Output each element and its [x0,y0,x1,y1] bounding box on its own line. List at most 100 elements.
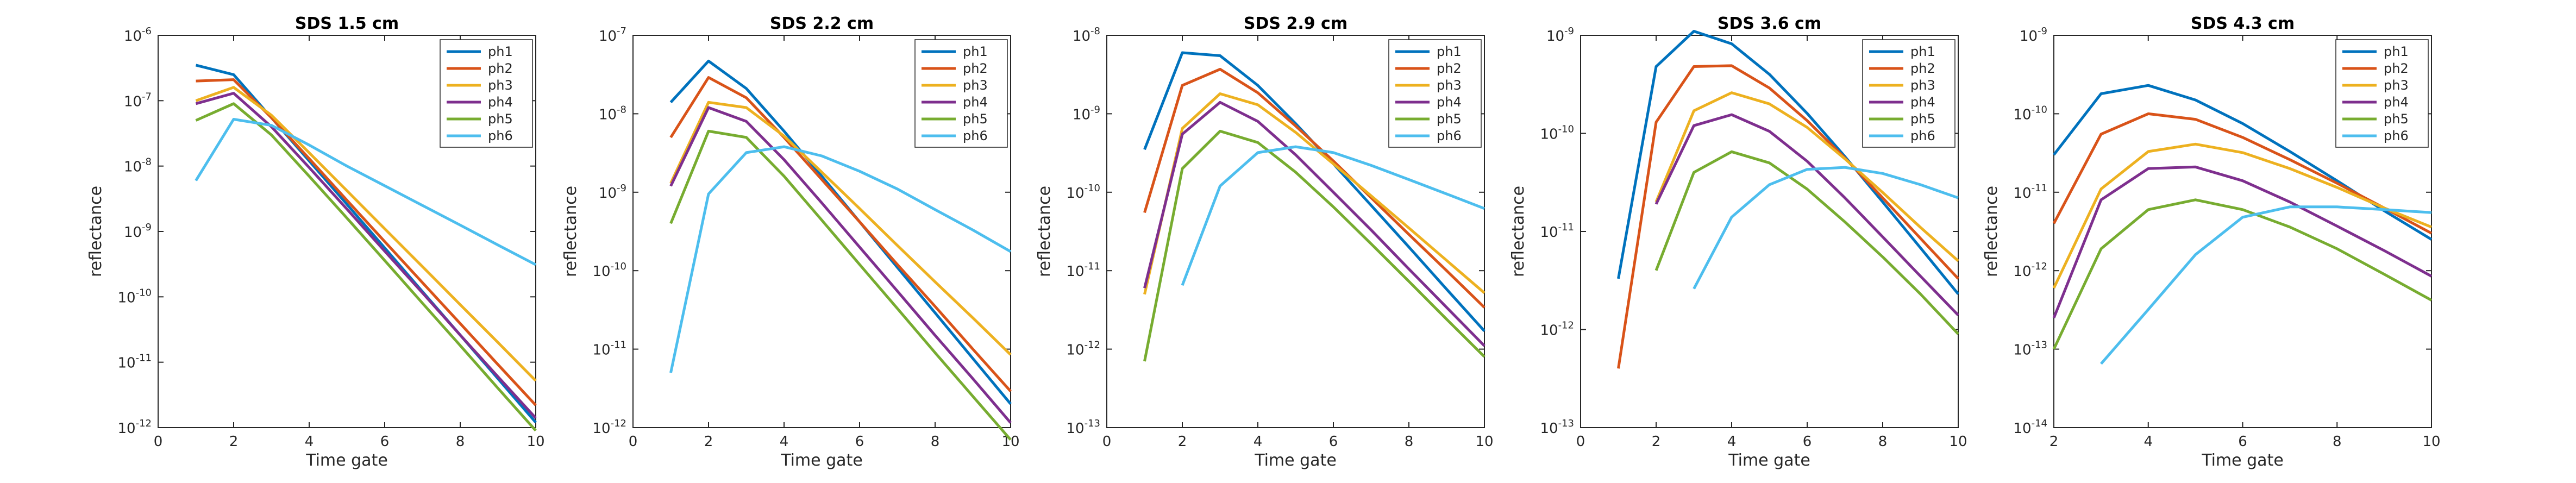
series-line-ph5 [1654,150,1959,335]
legend-box [1862,39,1955,148]
legend-label: ph4 [2384,95,2409,110]
legend-label: ph2 [1910,61,1935,76]
x-tick-label: 4 [1253,434,1263,450]
y-axis-label: reflectance [561,186,580,277]
legend-label: ph6 [963,128,988,143]
series-line-ph6 [2100,205,2432,365]
y-tick-label: 10-10 [1540,124,1575,143]
legend-label: ph2 [488,61,513,76]
legend-label: ph1 [1437,44,1462,59]
legend-label: ph3 [2384,78,2409,93]
x-tick-label: 6 [1329,434,1338,450]
chart-title: SDS 1.5 cm [295,14,399,33]
series-line-ph6 [1693,166,1959,290]
chart-panel-2: 0 2 4 6 8 10 10-12 10-11 10-10 10-9 10-8 10-7 SDS 2.… [561,14,1020,470]
x-tick-label: 0 [154,434,163,450]
x-tick-label: 6 [380,434,390,450]
y-tick-label: 10-12 [1067,340,1101,359]
x-axis-label: Time gate [780,451,863,470]
x-tick-label: 8 [931,434,940,450]
legend-label: ph2 [2384,61,2409,76]
chart-title: SDS 4.3 cm [2191,14,2295,33]
y-tick-label: 10-10 [593,261,627,280]
legend-label: ph4 [1437,95,1462,110]
x-tick-label: 10 [1949,434,1967,450]
y-tick-label: 10-12 [118,418,152,437]
legend-label: ph6 [1437,128,1462,143]
series-line-ph5 [1143,129,1486,362]
chart-title: SDS 2.2 cm [770,14,874,33]
chart-title: SDS 2.9 cm [1244,14,1347,33]
x-axis-label: Time gate [1254,451,1337,470]
x-tick-label: 2 [1652,434,1661,450]
y-tick-label: 10-6 [124,26,152,45]
y-tick-label: 10-10 [118,287,152,306]
series-line-ph2 [669,76,1012,392]
series-line-ph5 [2052,198,2433,350]
y-tick-label: 10-13 [2014,340,2048,359]
x-tick-label: 0 [1102,434,1112,450]
x-tick-label: 4 [780,434,789,450]
y-tick-label: 10-8 [1073,26,1100,45]
x-tick-label: 6 [2238,434,2247,450]
legend-label: ph1 [963,44,988,59]
x-tick-label: 2 [704,434,713,450]
legend-label: ph2 [963,61,988,76]
legend-label: ph3 [1437,78,1462,93]
y-axis-label: reflectance [86,186,105,277]
y-axis-label: reflectance [1982,186,2001,277]
legend-label: ph1 [488,44,513,59]
series-line-ph3 [2052,142,2432,289]
y-tick-label: 10-9 [124,222,152,241]
series-line-ph3 [195,86,537,382]
series-line-ph4 [1654,113,1959,316]
series-line-ph2 [1143,67,1486,309]
legend-label: ph3 [963,78,988,93]
legend-label: ph5 [488,111,513,127]
y-tick-label: 10-8 [124,156,152,175]
y-tick-label: 10-11 [2014,183,2048,202]
chart-panel-4: 0 2 4 6 8 10 10-13 10-12 10-11 10-10 10-9 SDS 3.6 c… [1509,14,1967,470]
legend-label: ph2 [1437,61,1462,76]
plot-frame [632,35,1011,428]
legend-label: ph4 [488,95,513,110]
series-line-ph4 [1143,101,1486,347]
legend-label: ph6 [2384,128,2409,143]
chart-panel-1: 0 2 4 6 8 10 10-12 10-11 10-10 10-9 10-8 10-7 10-6 SD… [86,14,545,470]
legend-label: ph5 [1910,111,1935,127]
series-line-ph5 [669,129,1012,441]
x-tick-label: 10 [1001,434,1019,450]
series-line-ph3 [1654,91,1959,262]
y-tick-label: 10-12 [2014,261,2048,280]
y-tick-label: 10-13 [1540,418,1575,437]
legend-label: ph6 [488,128,513,143]
y-tick-label: 10-12 [1540,320,1575,339]
y-tick-label: 10-7 [599,26,626,45]
chart-title: SDS 3.6 cm [1718,14,1821,33]
series-line-ph2 [196,78,537,406]
legend-label: ph1 [2384,44,2409,59]
x-tick-label: 4 [305,434,314,450]
y-tick-label: 10-10 [1067,183,1101,202]
y-tick-label: 10-7 [124,91,152,110]
series-line-ph5 [195,102,537,432]
y-tick-label: 10-9 [1073,104,1100,123]
x-tick-label: 2 [2049,434,2059,450]
x-tick-label: 10 [1475,434,1493,450]
x-tick-label: 4 [2143,434,2153,450]
series-line-ph1 [1617,30,1959,295]
x-tick-label: 8 [1878,434,1888,450]
series-line-ph3 [1143,92,1486,295]
y-tick-label: 10-8 [599,104,626,123]
legend-label: ph5 [963,111,988,127]
legend-label: ph1 [1910,44,1935,59]
legend-label: ph4 [963,95,988,110]
legend-label: ph3 [1910,78,1935,93]
series-line-ph6 [1181,145,1485,286]
legend-box [2335,39,2429,148]
legend-label: ph6 [1910,128,1935,143]
x-axis-label: Time gate [1728,451,1810,470]
legend-label: ph3 [488,78,513,93]
series-line-ph4 [669,106,1012,424]
